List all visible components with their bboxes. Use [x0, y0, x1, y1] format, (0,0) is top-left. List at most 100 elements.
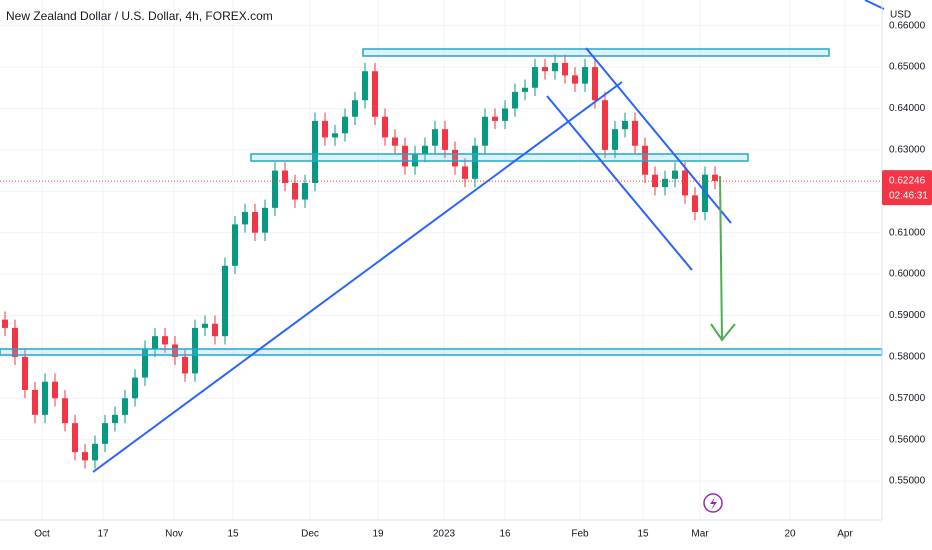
currency-label: USD	[890, 10, 911, 21]
candle-body	[552, 62, 558, 72]
candle-body	[622, 120, 628, 130]
channel-line	[546, 95, 693, 271]
candle-body	[152, 336, 158, 349]
candle-body	[252, 211, 258, 233]
axis: 0.55000 0.56000 0.57000 0.58000 0.59000 0.600…	[34, 20, 925, 539]
candle-body	[472, 145, 478, 179]
candle-body	[202, 323, 208, 328]
candle-body	[452, 149, 458, 167]
candle-body	[192, 327, 198, 374]
candle-body	[302, 182, 308, 200]
last-price-label: 0.62246	[889, 176, 926, 187]
y-tick-label: 0.61000	[889, 227, 926, 238]
support-zone	[250, 153, 749, 162]
x-tick-label: Oct	[34, 529, 50, 540]
candle-body	[232, 224, 238, 266]
candle-body	[212, 323, 218, 337]
candle-body	[502, 108, 508, 121]
candle-body	[662, 178, 668, 188]
x-tick-label: 16	[499, 529, 511, 540]
candle-body	[532, 67, 538, 88]
y-tick-label: 0.66000	[889, 20, 926, 31]
trend-line	[92, 81, 623, 473]
candle-body	[352, 100, 358, 117]
y-tick-label: 0.58000	[889, 352, 926, 363]
candle-body	[242, 211, 248, 225]
candle-body	[412, 154, 418, 167]
candle-body	[132, 377, 138, 399]
candle-body	[332, 133, 338, 138]
candle-body	[42, 381, 48, 415]
candle-body	[322, 120, 328, 138]
candle-body	[292, 182, 298, 200]
countdown-label: 02:46:31	[889, 191, 928, 202]
x-tick-label: 2023	[433, 529, 456, 540]
candle-body	[52, 381, 58, 399]
x-tick-label: Nov	[165, 529, 183, 540]
channel-line	[585, 47, 732, 224]
x-tick-label: 19	[372, 529, 384, 540]
resistance-zone	[362, 48, 830, 57]
x-tick-label: Apr	[837, 529, 853, 540]
candle-body	[712, 174, 718, 181]
arrow	[710, 175, 736, 342]
candle-body	[682, 170, 688, 196]
candle-body	[602, 100, 608, 150]
event-icon	[710, 497, 717, 510]
candle-body	[172, 344, 178, 357]
candle-body	[692, 195, 698, 212]
candle-body	[312, 120, 318, 183]
candle-body	[702, 174, 708, 212]
x-tick-label: 20	[784, 529, 796, 540]
candle-body	[142, 348, 148, 378]
candle-body	[642, 145, 648, 175]
chart-title: New Zealand Dollar / U.S. Dollar, 4h, FO…	[6, 9, 273, 23]
y-tick-label: 0.60000	[889, 269, 926, 280]
candle-body	[382, 116, 388, 138]
candle-body	[342, 116, 348, 134]
candle-body	[32, 390, 38, 415]
candle-body	[432, 129, 438, 146]
y-tick-label: 0.59000	[889, 310, 926, 321]
y-tick-label: 0.55000	[889, 476, 926, 487]
candle-body	[362, 71, 368, 101]
x-tick-label: 17	[97, 529, 109, 540]
candle-body	[82, 452, 88, 461]
candle-body	[522, 87, 528, 92]
candle-body	[262, 207, 268, 233]
candle-body	[22, 356, 28, 390]
x-tick-label: 15	[637, 529, 649, 540]
y-tick-label: 0.57000	[889, 393, 926, 404]
candle-body	[12, 327, 18, 357]
x-tick-label: Mar	[691, 529, 709, 540]
candle-body	[92, 443, 98, 461]
candle-body	[72, 423, 78, 453]
y-tick-label: 0.56000	[889, 434, 926, 445]
candle-body	[162, 336, 168, 345]
candle-body	[492, 116, 498, 121]
candle-body	[592, 67, 598, 101]
trend-line	[864, 0, 885, 10]
candle-body	[112, 414, 118, 424]
drawings	[0, 0, 885, 513]
x-tick-label: Dec	[301, 529, 319, 540]
x-tick-label: 15	[227, 529, 239, 540]
candle-body	[632, 120, 638, 146]
y-tick-label: 0.65000	[889, 62, 926, 73]
price-badge	[882, 170, 932, 206]
candle-body	[442, 129, 448, 150]
candle-body	[402, 145, 408, 167]
candle-body	[2, 319, 8, 328]
candle-body	[122, 398, 128, 415]
candles	[2, 54, 718, 469]
candle-body	[572, 75, 578, 84]
y-tick-label: 0.64000	[889, 103, 926, 114]
candle-body	[422, 145, 428, 155]
candle-body	[392, 137, 398, 146]
target-zone	[0, 348, 883, 356]
candle-body	[222, 265, 228, 337]
candle-body	[62, 398, 68, 424]
candle-body	[272, 170, 278, 208]
candle-body	[462, 166, 468, 179]
